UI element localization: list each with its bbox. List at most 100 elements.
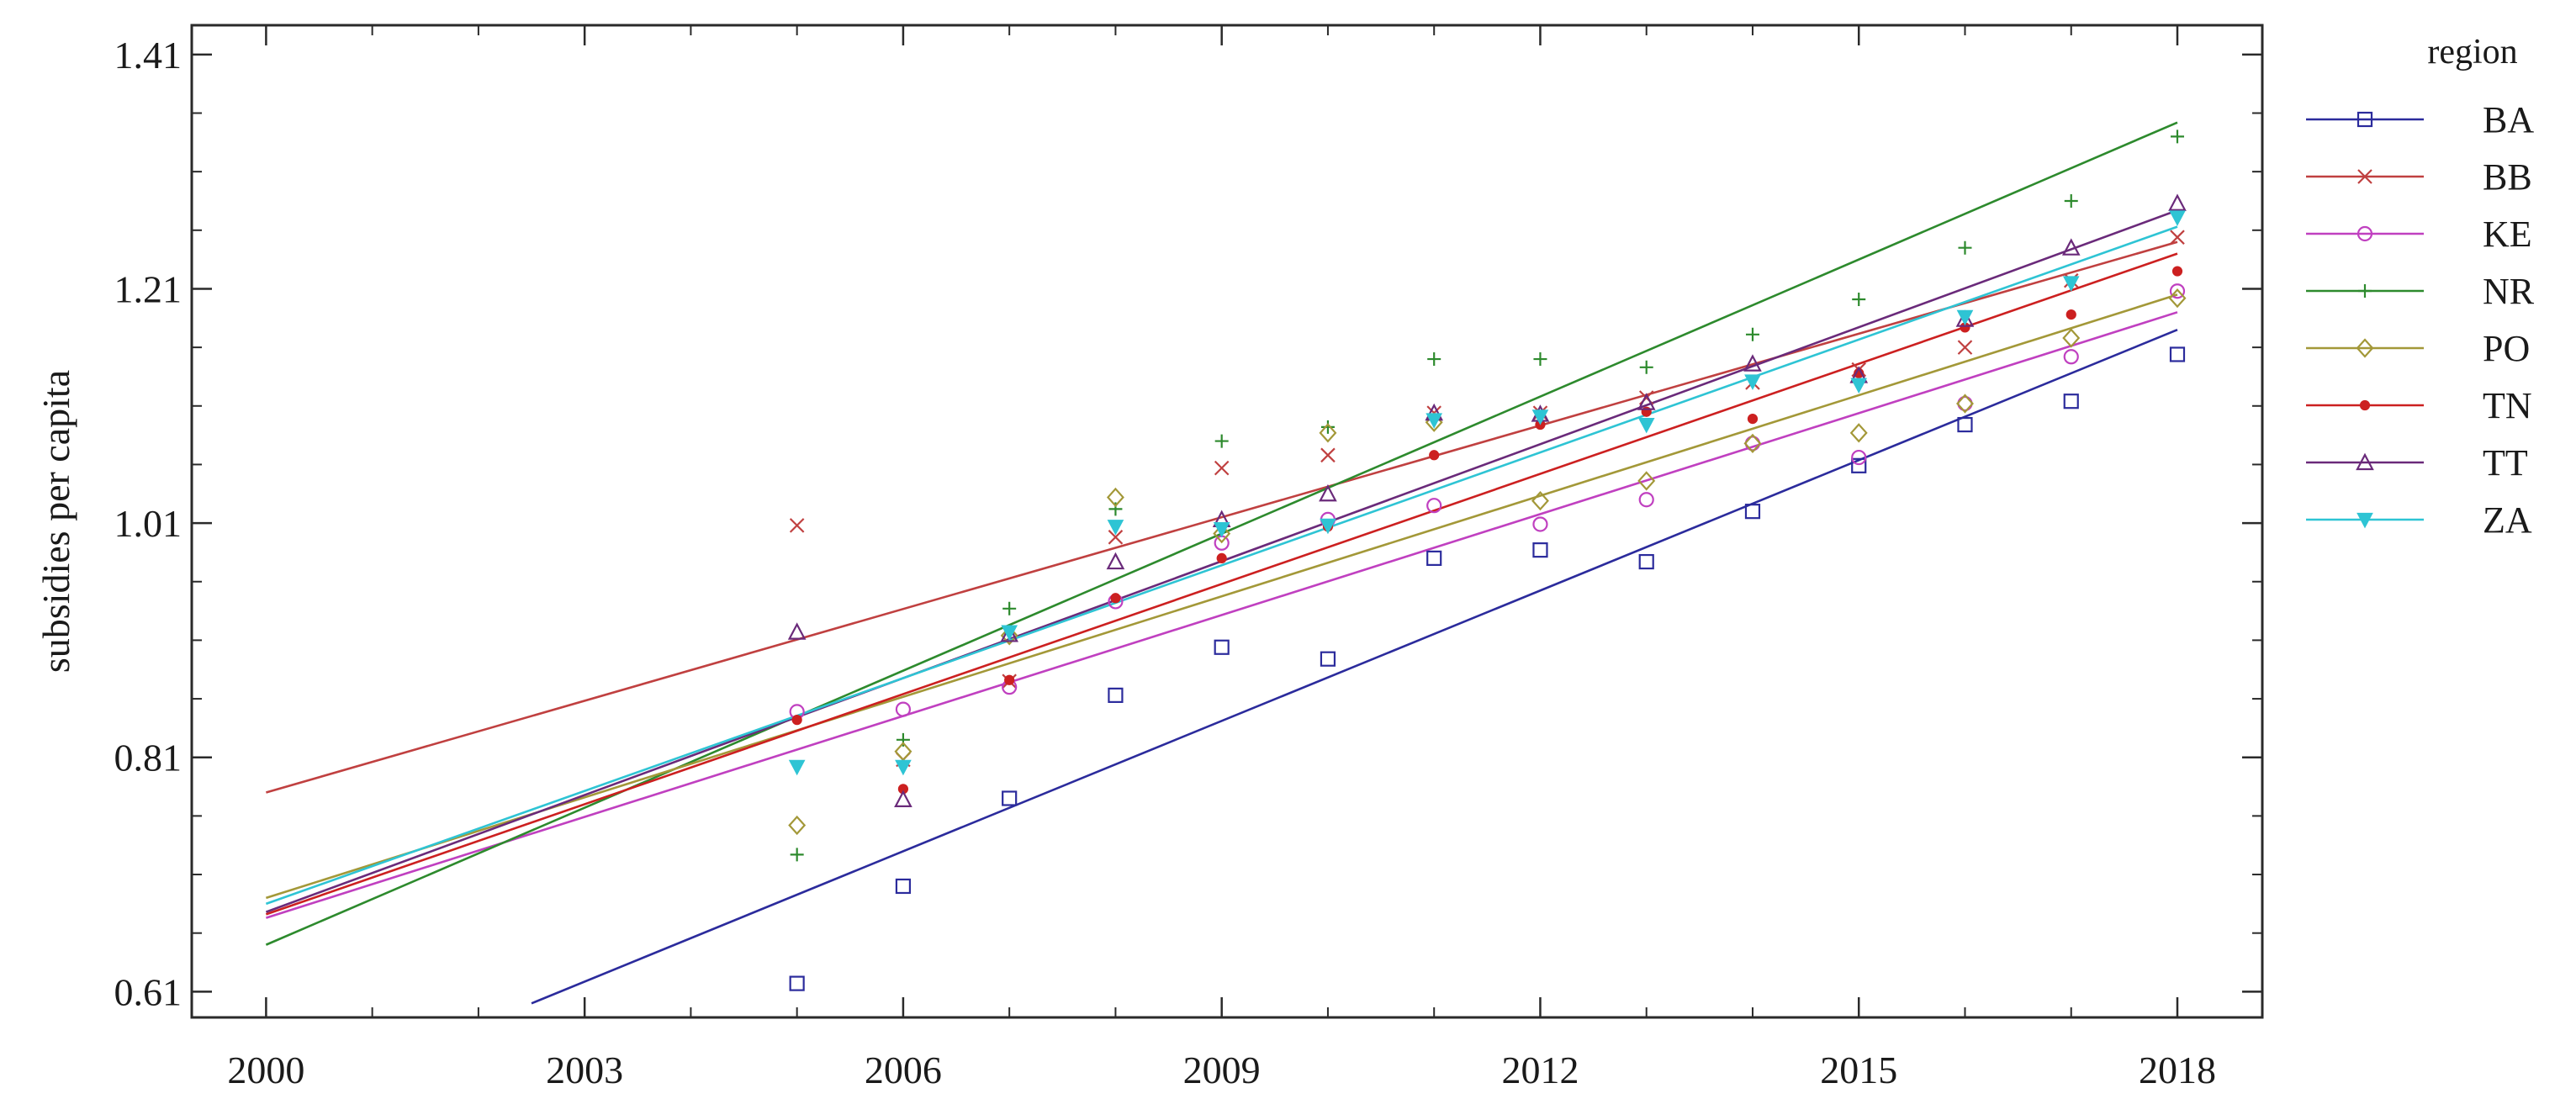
legend-label-tt: TT <box>2483 442 2528 483</box>
point-tt <box>1637 393 1656 410</box>
point-nr <box>2064 193 2078 208</box>
point-nr <box>1002 601 1017 615</box>
point-tn <box>1216 552 1227 563</box>
point-nr <box>1533 352 1547 367</box>
point-bb <box>1957 340 1973 355</box>
legend-label-bb: BB <box>2483 156 2532 198</box>
fit-line-ke <box>265 311 2178 919</box>
y-axis: 0.61 0.81 1.01 1.21 1.41 <box>114 34 2262 1013</box>
legend: region BA BB KE NR PO TN TT ZA <box>2306 33 2535 541</box>
point-po <box>1319 423 1337 443</box>
legend-label-nr: NR <box>2483 271 2535 312</box>
point-po <box>2062 328 2081 348</box>
point-za <box>1531 409 1549 425</box>
point-za <box>1213 521 1230 538</box>
point-tn <box>1747 413 1759 425</box>
point-ba <box>895 878 912 895</box>
point-po <box>1106 487 1124 508</box>
point-za <box>1426 413 1443 429</box>
point-nr <box>1639 360 1653 374</box>
point-ke <box>1851 449 1867 466</box>
point-tn <box>1429 450 1440 461</box>
fit-line-po <box>265 293 2178 900</box>
point-ba <box>789 975 805 991</box>
point-nr <box>1852 292 1866 306</box>
y-tick-label: 0.61 <box>114 970 182 1013</box>
point-tn <box>2171 266 2183 277</box>
x-tick-label: 2015 <box>1820 1049 1897 1091</box>
y-axis-title: subsidies per capita <box>34 370 77 673</box>
point-nr <box>2170 129 2184 144</box>
point-tt <box>894 790 912 807</box>
point-ba <box>1108 687 1124 703</box>
point-tt <box>2061 238 2081 256</box>
point-tn <box>791 715 802 726</box>
legend-marker-nr <box>2358 284 2372 298</box>
point-za <box>895 759 912 776</box>
point-tn <box>1110 593 1121 604</box>
point-nr <box>896 732 910 747</box>
point-nr <box>1214 434 1229 448</box>
point-po <box>788 815 807 836</box>
point-ba <box>1002 790 1018 806</box>
y-tick-label: 1.21 <box>114 267 182 310</box>
point-bb <box>1214 460 1230 476</box>
point-nr <box>1958 240 1972 255</box>
point-tt <box>1106 552 1125 570</box>
x-tick-label: 2000 <box>227 1049 304 1091</box>
point-za <box>1637 417 1655 434</box>
plot-frame <box>190 24 2264 1019</box>
point-tn <box>2066 309 2076 320</box>
point-za <box>1320 518 1336 535</box>
x-axis: 2000 2003 2006 2009 2012 2015 2018 <box>227 25 2216 1091</box>
legend-label-tn: TN <box>2483 385 2532 426</box>
point-za <box>2062 276 2080 292</box>
legend-marker-bb <box>2357 169 2372 184</box>
fit-line-ba <box>531 329 2178 1005</box>
x-tick-label: 2006 <box>865 1049 942 1091</box>
point-po <box>1956 394 1974 414</box>
point-tt <box>1955 309 1975 327</box>
point-za <box>1956 309 1974 326</box>
point-ba <box>1851 457 1867 473</box>
legend-label-ke: KE <box>2483 214 2532 255</box>
x-tick-label: 2003 <box>546 1049 623 1091</box>
legend-marker-ke <box>2356 225 2373 242</box>
y-tick-label: 0.81 <box>114 737 182 779</box>
point-ke <box>1638 492 1654 508</box>
point-po <box>1000 626 1018 646</box>
point-ke <box>1744 436 1761 452</box>
legend-marker-tn <box>2359 399 2371 411</box>
point-po <box>1849 423 1868 443</box>
point-bb <box>1108 530 1124 545</box>
x-tick-label: 2009 <box>1183 1049 1261 1091</box>
point-ba <box>1426 550 1442 566</box>
legend-marker-ba <box>2356 111 2373 128</box>
fit-lines <box>265 121 2178 1005</box>
point-nr <box>1427 352 1441 367</box>
point-ke <box>895 701 912 717</box>
point-za <box>1850 378 1868 394</box>
point-nr <box>790 848 804 862</box>
point-tt <box>1319 483 1337 502</box>
data-points <box>787 129 2187 991</box>
point-tt <box>1000 625 1018 642</box>
point-po <box>894 742 912 762</box>
point-tt <box>1743 354 1762 372</box>
point-ba <box>1638 553 1654 570</box>
fit-line-za <box>265 225 2178 906</box>
point-za <box>2169 210 2186 226</box>
legend-label-po: PO <box>2483 328 2530 369</box>
point-nr <box>1320 420 1335 434</box>
point-ke <box>2063 349 2079 365</box>
point-tt <box>2168 193 2187 211</box>
point-za <box>1107 520 1124 536</box>
point-ba <box>1320 651 1336 667</box>
legend-marker-po <box>2356 338 2374 358</box>
fit-line-tn <box>265 252 2178 916</box>
point-za <box>1744 374 1761 390</box>
point-tn <box>1004 674 1015 685</box>
point-po <box>1637 471 1656 491</box>
point-nr <box>1108 502 1123 516</box>
